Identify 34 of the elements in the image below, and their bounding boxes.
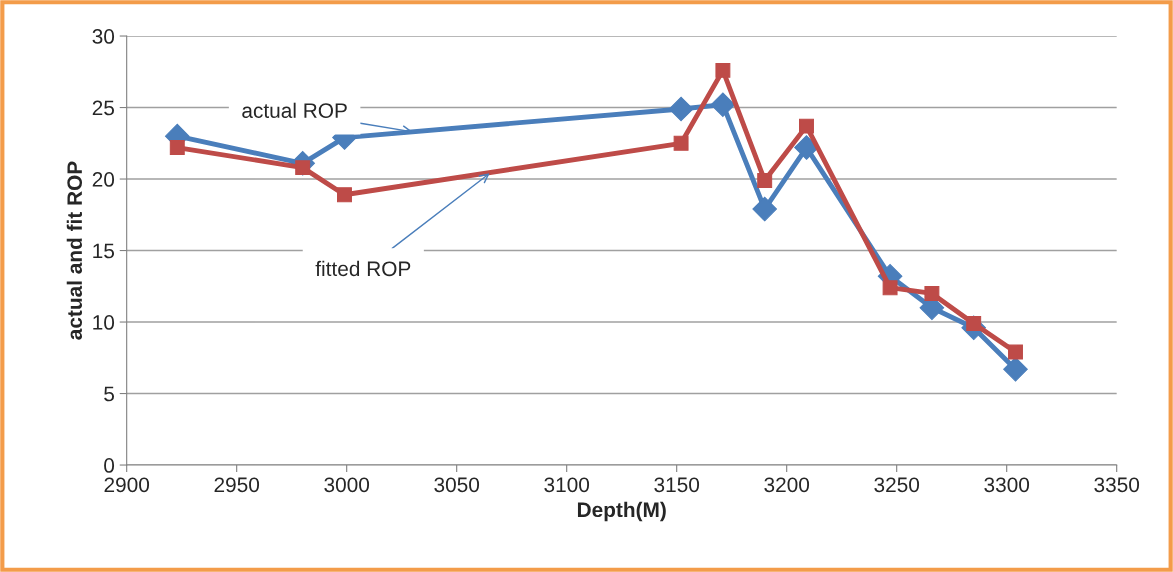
- y-tick-label: 25: [92, 100, 115, 116]
- y-tick-label: 10: [93, 315, 115, 330]
- point: [668, 96, 694, 122]
- y-tick-label: 30: [92, 29, 115, 44]
- x-tick-label: 3150: [654, 477, 700, 493]
- y-tick-label: 20: [92, 172, 115, 187]
- x-tick-label: 3200: [764, 477, 810, 493]
- point: [337, 187, 352, 203]
- point: [757, 173, 773, 188]
- y-tick-label: 5: [104, 386, 115, 402]
- point: [710, 92, 736, 117]
- y-tick-label: 0: [104, 458, 115, 473]
- point: [673, 135, 689, 151]
- point: [752, 196, 777, 222]
- point: [794, 135, 819, 160]
- point: [1008, 344, 1023, 360]
- annotation: actual ROP: [242, 102, 347, 118]
- point: [924, 285, 940, 301]
- y-tick-label: 15: [93, 243, 115, 259]
- x-tick-label: 3000: [324, 477, 370, 493]
- point: [715, 62, 731, 78]
- point: [882, 280, 898, 296]
- x-axis-title: Depth(M): [577, 501, 666, 522]
- x-tick-label: 3050: [434, 477, 480, 493]
- x-tick-label: 2950: [214, 477, 260, 493]
- point: [169, 140, 185, 156]
- x-tick-label: 3300: [984, 477, 1030, 493]
- y-axis-title: actual and fit ROP: [66, 161, 83, 340]
- point: [799, 118, 814, 134]
- x-tick-label: 3250: [874, 477, 920, 493]
- x-tick-label: 3100: [544, 477, 590, 493]
- x-tick-label: 3350: [1094, 477, 1140, 493]
- annotation: fitted ROP: [315, 260, 411, 277]
- x-tick-label: 2900: [104, 477, 150, 493]
